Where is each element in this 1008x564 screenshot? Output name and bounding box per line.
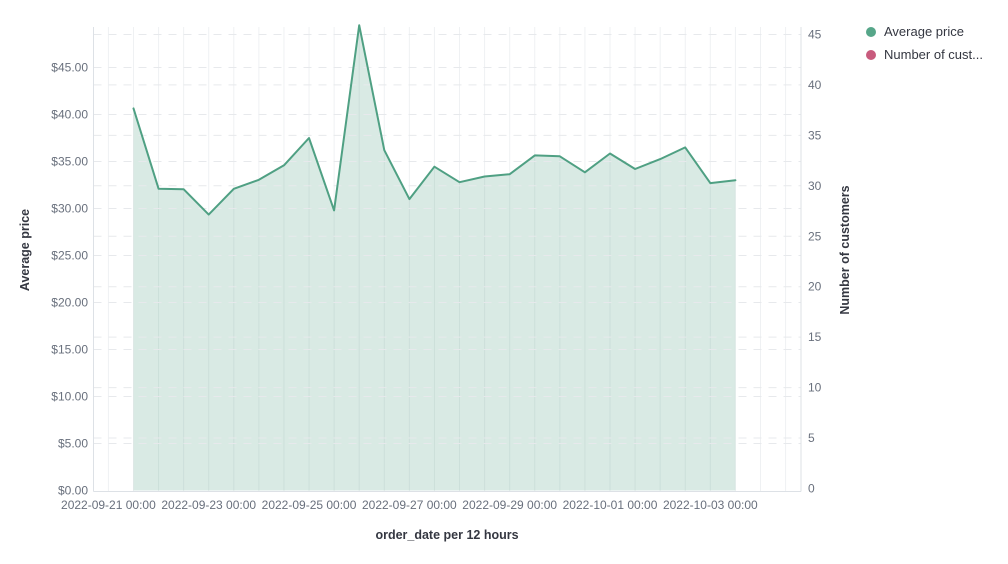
y-right-tick-label: 0 bbox=[808, 482, 815, 496]
x-tick-label: 2022-09-21 00:00 bbox=[61, 498, 156, 512]
y-axis-title-left: Average price bbox=[18, 208, 32, 292]
y-right-tick-label: 10 bbox=[808, 381, 822, 395]
legend-item-average-price[interactable]: Average price bbox=[866, 24, 983, 39]
y-left-tick-label: $15.00 bbox=[51, 343, 88, 357]
legend: Average price Number of cust... bbox=[866, 24, 983, 62]
x-axis-title: order_date per 12 hours bbox=[375, 528, 519, 542]
series-color-dot-icon bbox=[866, 49, 876, 60]
series-line bbox=[132, 24, 737, 216]
y-right-tick-label: 30 bbox=[808, 179, 822, 193]
y-left-tick-label: $0.00 bbox=[58, 484, 88, 498]
x-tick-label: 2022-09-27 00:00 bbox=[362, 498, 457, 512]
y-left-tick-label: $5.00 bbox=[58, 437, 88, 451]
y-right-tick-label: 20 bbox=[808, 280, 822, 294]
y-right-tick-label: 5 bbox=[808, 431, 815, 445]
y-left-tick-label: $20.00 bbox=[51, 296, 88, 310]
legend-item-label: Average price bbox=[884, 24, 964, 39]
x-tick-label: 2022-09-25 00:00 bbox=[262, 498, 357, 512]
y-right-tick-label: 25 bbox=[808, 229, 822, 243]
series-color-dot-icon bbox=[866, 26, 876, 37]
y-axis-title-right: Number of customers bbox=[838, 185, 852, 315]
y-left-tick-label: $10.00 bbox=[51, 390, 88, 404]
y-left-tick-label: $40.00 bbox=[51, 108, 88, 122]
series-area-fill bbox=[133, 25, 736, 491]
y-left-tick-label: $45.00 bbox=[51, 61, 88, 75]
legend-item-number-of-customers[interactable]: Number of cust... bbox=[866, 47, 983, 62]
x-tick-label: 2022-09-29 00:00 bbox=[462, 498, 557, 512]
y-right-tick-label: 45 bbox=[808, 27, 822, 41]
y-left-tick-label: $25.00 bbox=[51, 249, 88, 263]
y-left-tick-label: $35.00 bbox=[51, 155, 88, 169]
legend-item-label: Number of cust... bbox=[884, 47, 983, 62]
x-tick-label: 2022-10-01 00:00 bbox=[563, 498, 658, 512]
y-left-tick-label: $30.00 bbox=[51, 202, 88, 216]
x-tick-label: 2022-10-03 00:00 bbox=[663, 498, 758, 512]
y-right-tick-label: 40 bbox=[808, 78, 822, 92]
y-right-tick-label: 15 bbox=[808, 330, 822, 344]
y-right-tick-label: 35 bbox=[808, 128, 822, 142]
x-tick-label: 2022-09-23 00:00 bbox=[161, 498, 256, 512]
